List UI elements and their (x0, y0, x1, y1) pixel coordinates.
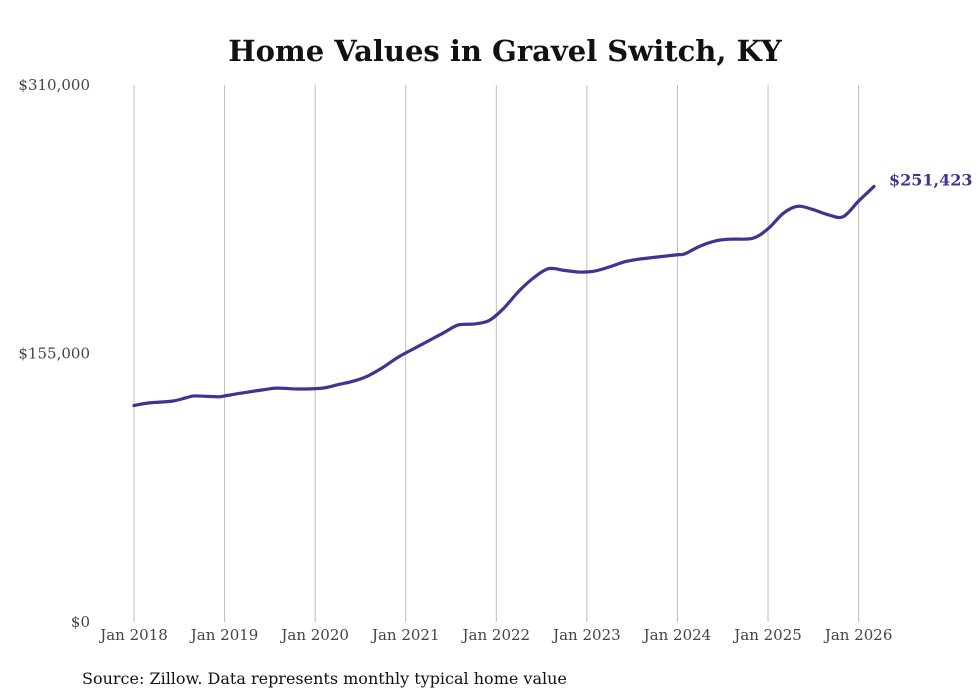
x-tick-label-2: Jan 2020 (279, 626, 349, 644)
x-tick-label-0: Jan 2018 (98, 626, 168, 644)
source-note: Source: Zillow. Data represents monthly … (82, 669, 567, 688)
chart-title: Home Values in Gravel Switch, KY (228, 34, 782, 68)
latest-value-label: $251,423 (889, 170, 973, 189)
x-tick-label-4: Jan 2022 (461, 626, 531, 644)
y-tick-label-0: $0 (71, 613, 90, 631)
x-tick-label-1: Jan 2019 (189, 626, 259, 644)
home-value-line (132, 184, 876, 408)
x-tick-label-6: Jan 2024 (642, 626, 712, 644)
y-tick-label-1: $155,000 (18, 345, 90, 363)
x-tick-label-3: Jan 2021 (370, 626, 440, 644)
x-tick-label-8: Jan 2026 (823, 626, 893, 644)
y-axis-ticks: $0 $155,000 $310,000 (18, 76, 90, 631)
x-tick-label-5: Jan 2023 (551, 626, 621, 644)
x-tick-label-7: Jan 2025 (732, 626, 802, 644)
y-tick-label-2: $310,000 (18, 76, 90, 94)
grid-lines (133, 85, 860, 622)
x-axis-ticks: Jan 2018 Jan 2019 Jan 2020 Jan 2021 Jan 2022… (98, 626, 892, 644)
